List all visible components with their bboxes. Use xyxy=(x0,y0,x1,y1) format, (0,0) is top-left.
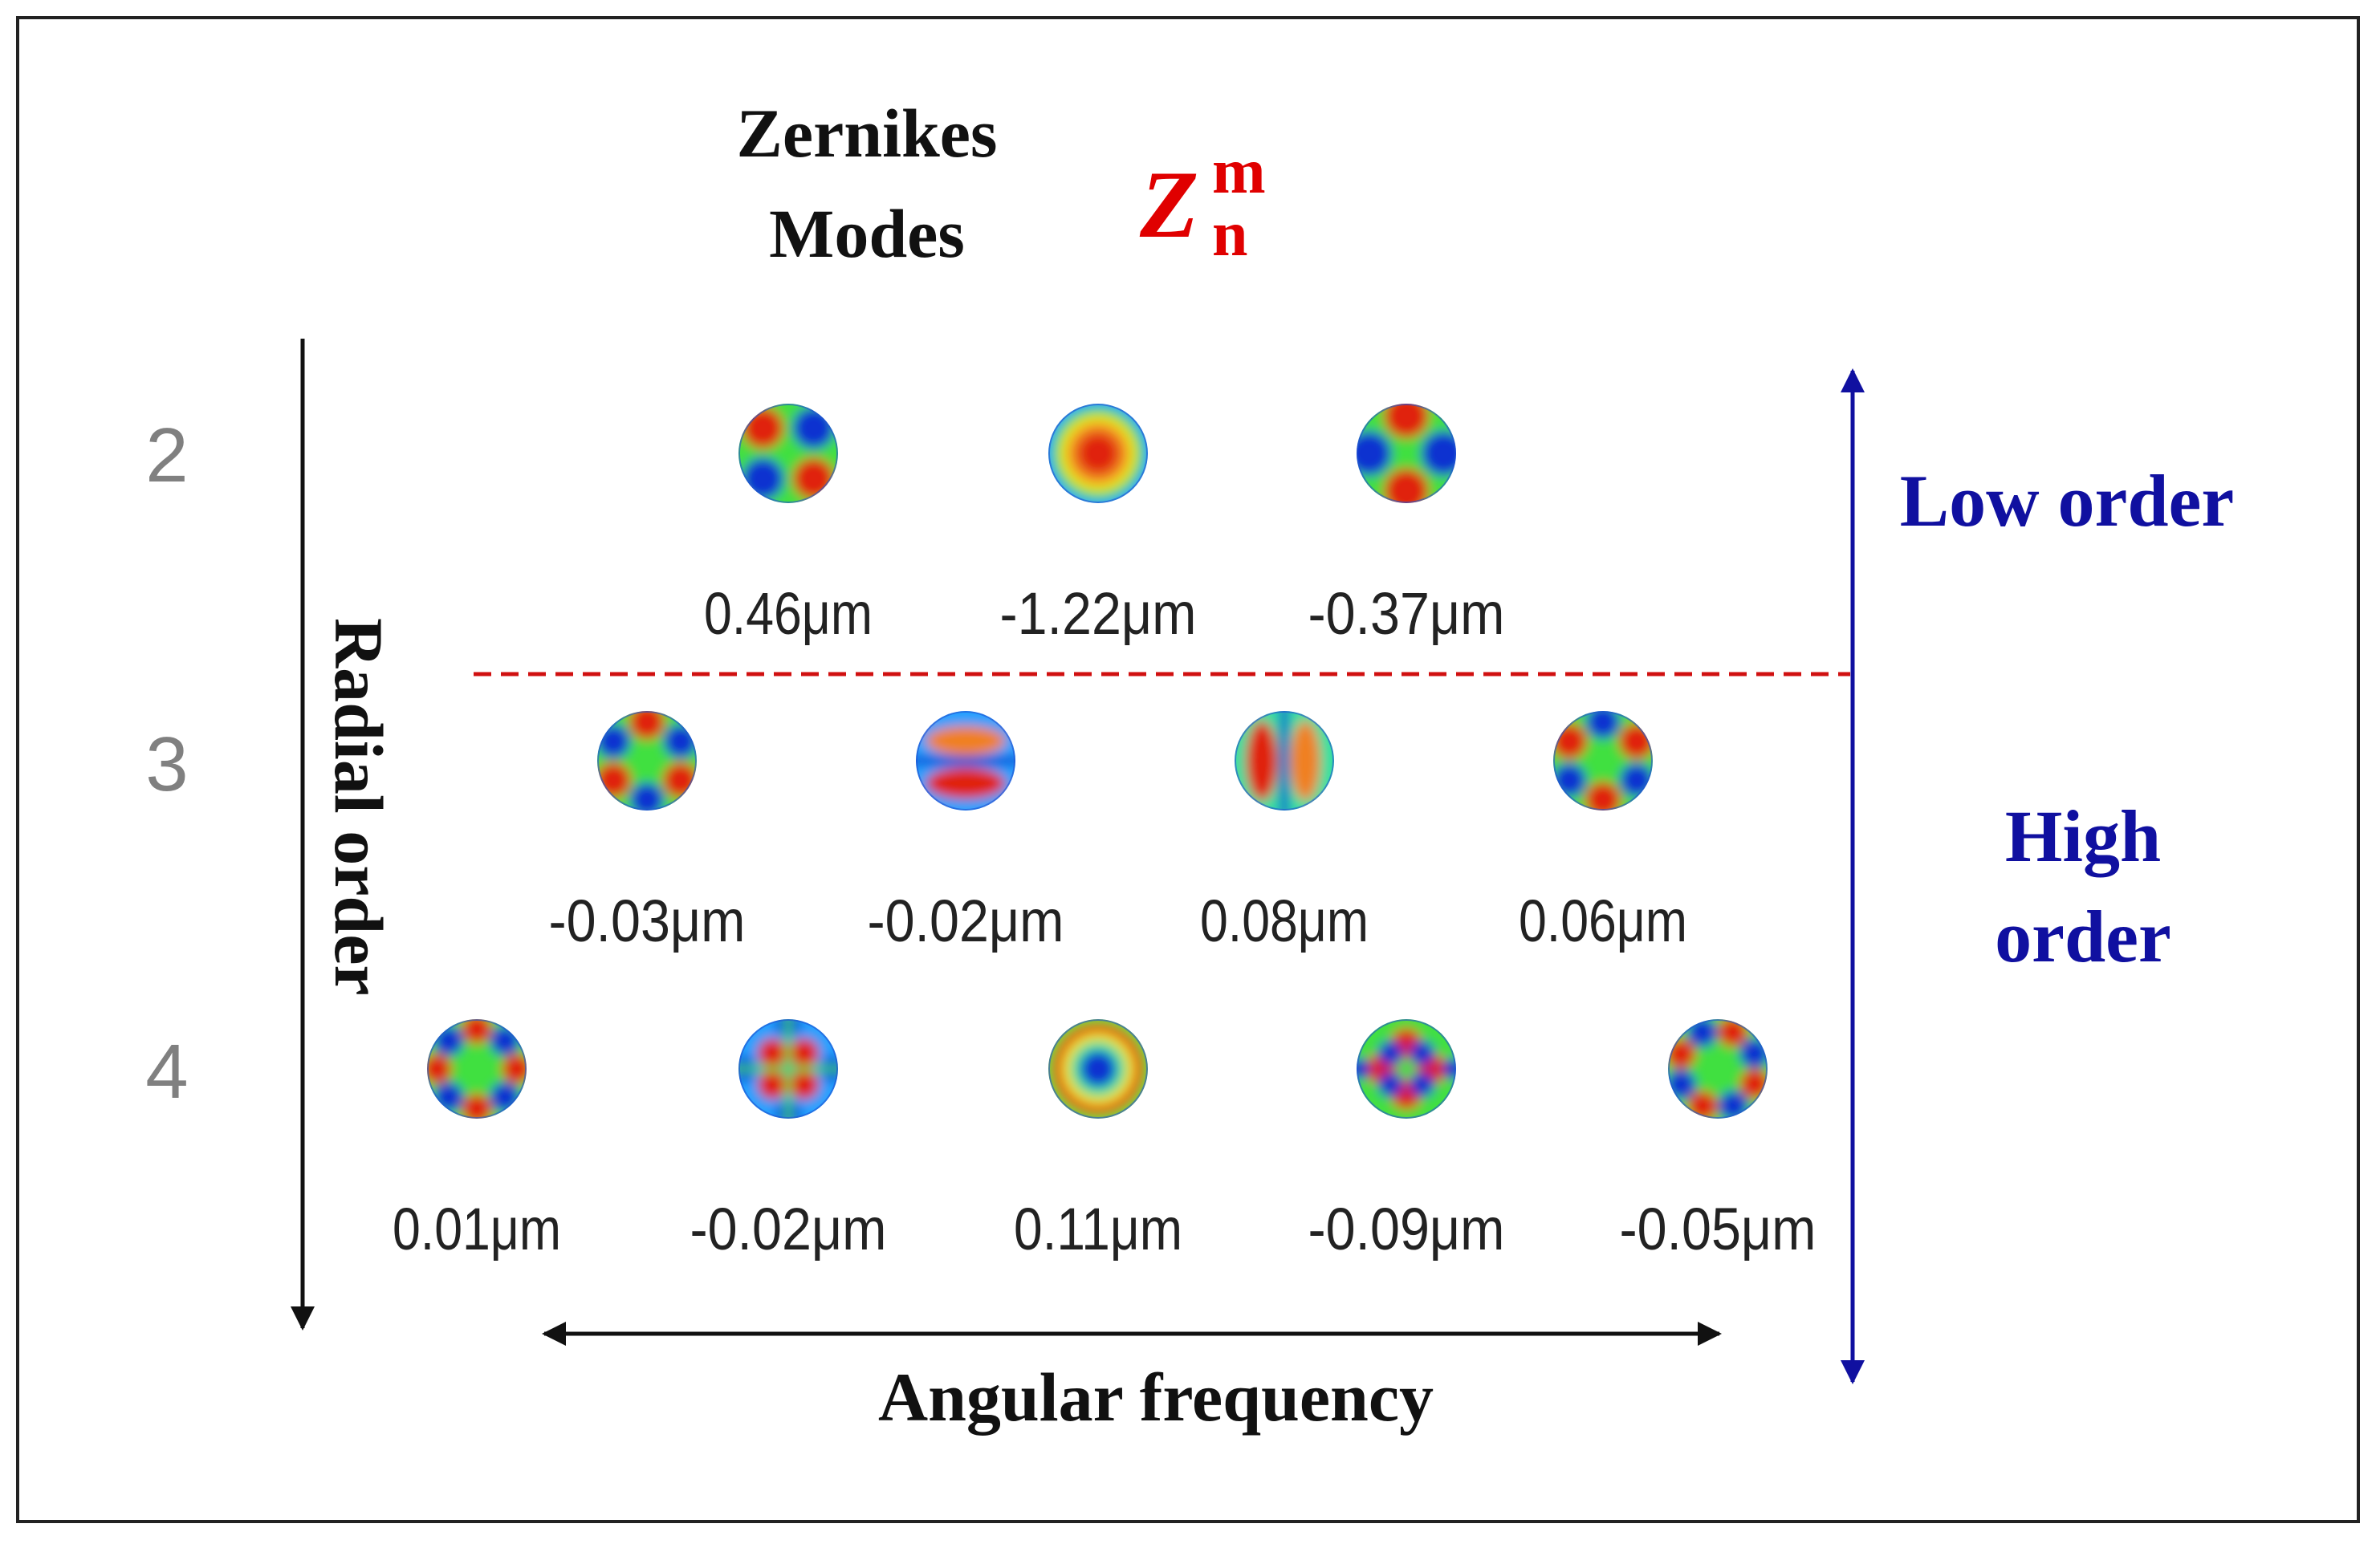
low-order-label: Low order xyxy=(1900,460,2234,542)
order-number-2: 2 xyxy=(145,412,188,498)
order-number-3: 3 xyxy=(145,721,188,807)
symbol-superscript: m xyxy=(1212,136,1266,207)
mode-tile: -1.22μm xyxy=(1000,404,1197,647)
zernike-map-astig-0 xyxy=(1357,404,1456,503)
radial-order-label: Radial order xyxy=(320,618,397,996)
high-order-label-line-2: order xyxy=(1995,896,2171,977)
mode-tile: 0.11μm xyxy=(1014,1019,1182,1262)
mode-tile: 0.06μm xyxy=(1519,711,1687,954)
zernike-symbol: Z m n xyxy=(1139,136,1266,270)
mode-tile: 0.08μm xyxy=(1200,711,1369,954)
mode-coefficient-value: 0.08μm xyxy=(1200,888,1369,954)
symbol-subscript: n xyxy=(1212,199,1248,270)
zernike-map-defocus xyxy=(1048,404,1148,503)
mode-tile: -0.05μm xyxy=(1620,1019,1817,1262)
title-line-1: Zernikes xyxy=(737,95,998,172)
mode-tile: -0.02μm xyxy=(690,1019,887,1262)
zernike-map-sec-astig-b xyxy=(1357,1019,1456,1119)
mode-tile: -0.02μm xyxy=(868,711,1064,954)
zernike-map-coma-v xyxy=(916,711,1015,811)
zernike-map-astig-45 xyxy=(738,404,838,503)
zernike-map-quadrafoil-a xyxy=(427,1019,527,1119)
zernike-map-coma-h xyxy=(1235,711,1334,811)
mode-coefficient-value: -0.37μm xyxy=(1308,580,1505,647)
mode-grid: 0.46μm -1.22μm -0.37μm -0.03μm -0.02μm 0.08μm… xyxy=(393,404,1817,1262)
zernike-map-sec-astig-a xyxy=(738,1019,838,1119)
order-number-4: 4 xyxy=(145,1029,188,1115)
mode-tile: 0.46μm xyxy=(704,404,873,647)
mode-coefficient-value: 0.06μm xyxy=(1519,888,1687,954)
mode-coefficient-value: -0.02μm xyxy=(868,888,1064,954)
mode-coefficient-value: -0.05μm xyxy=(1620,1196,1817,1262)
zernike-map-quadrafoil-b xyxy=(1668,1019,1768,1119)
mode-coefficient-value: 0.46μm xyxy=(704,580,873,647)
symbol-base: Z xyxy=(1139,151,1198,258)
mode-tile: 0.01μm xyxy=(393,1019,561,1262)
mode-tile: -0.09μm xyxy=(1308,1019,1505,1262)
mode-coefficient-value: -0.09μm xyxy=(1308,1196,1505,1262)
zernike-map-trefoil-a xyxy=(597,711,697,811)
mode-tile: -0.37μm xyxy=(1308,404,1505,647)
title-line-2: Modes xyxy=(769,195,965,272)
zernike-map-trefoil-b xyxy=(1553,711,1653,811)
mode-coefficient-value: -0.02μm xyxy=(690,1196,887,1262)
mode-coefficient-value: 0.01μm xyxy=(393,1196,561,1262)
mode-coefficient-value: -0.03μm xyxy=(549,888,746,954)
mode-tile: -0.03μm xyxy=(549,711,746,954)
mode-coefficient-value: -1.22μm xyxy=(1000,580,1197,647)
figure-border xyxy=(16,16,2360,1523)
zernike-map-spherical xyxy=(1048,1019,1148,1119)
high-order-label-line-1: High xyxy=(2005,795,2161,877)
angular-frequency-label: Angular frequency xyxy=(878,1359,1434,1436)
mode-coefficient-value: 0.11μm xyxy=(1014,1196,1182,1262)
